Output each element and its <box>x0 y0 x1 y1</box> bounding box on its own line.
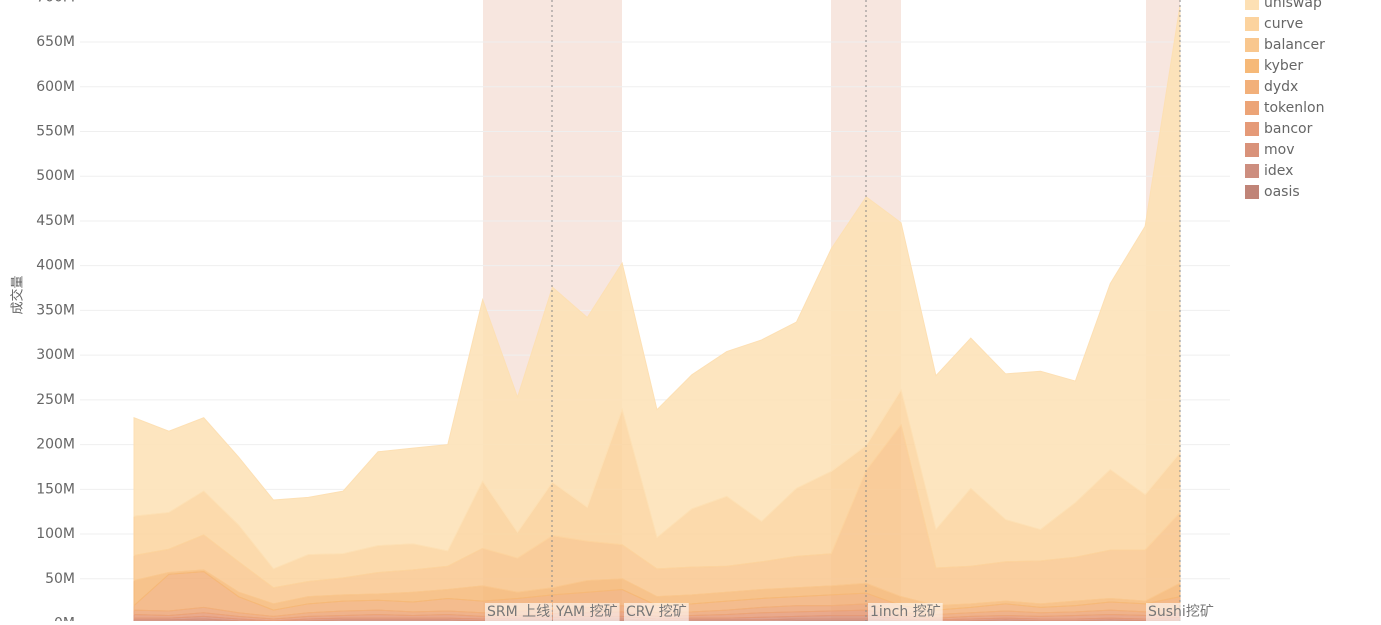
legend-swatch <box>1245 80 1259 94</box>
legend-swatch <box>1245 143 1259 157</box>
legend-label: oasis <box>1264 184 1300 200</box>
legend-swatch <box>1245 59 1259 73</box>
y-tick-label: 400M <box>36 258 75 274</box>
annotation: SRM 上线 <box>487 604 550 620</box>
annotation: CRV 挖矿 <box>626 604 687 620</box>
y-tick-label: 100M <box>36 526 75 542</box>
legend-swatch <box>1245 122 1259 136</box>
y-tick-label: 50M <box>45 571 75 587</box>
legend-swatch <box>1245 17 1259 31</box>
y-tick-label: 600M <box>36 79 75 95</box>
y-tick-label: 150M <box>36 481 75 497</box>
legend-swatch <box>1245 101 1259 115</box>
legend-label: mov <box>1264 142 1295 158</box>
y-tick-label: 250M <box>36 392 75 408</box>
legend-label: kyber <box>1264 58 1303 74</box>
y-tick-label: 300M <box>36 347 75 363</box>
y-tick-label: 550M <box>36 123 75 139</box>
annotation: Sushi挖矿 <box>1148 604 1214 620</box>
legend-swatch <box>1245 185 1259 199</box>
y-tick-label: 650M <box>36 34 75 50</box>
legend-label: curve <box>1264 16 1303 32</box>
legend-label: bancor <box>1264 121 1313 137</box>
y-tick-label: 700M <box>36 0 75 5</box>
y-tick-label: 350M <box>36 302 75 318</box>
legend-label: balancer <box>1264 37 1325 53</box>
legend-swatch <box>1245 164 1259 178</box>
y-axis-label: 成交量 <box>10 275 26 314</box>
y-tick-label: 500M <box>36 168 75 184</box>
y-tick-label: 450M <box>36 213 75 229</box>
legend-label: tokenlon <box>1264 100 1324 116</box>
annotation: YAM 挖矿 <box>555 604 618 620</box>
annotation: 1inch 挖矿 <box>870 604 941 620</box>
y-tick-label: 200M <box>36 437 75 453</box>
legend-label: uniswap <box>1264 0 1322 11</box>
y-tick-label: 0M <box>54 616 75 622</box>
legend-label: dydx <box>1264 79 1298 95</box>
legend-label: idex <box>1264 163 1293 179</box>
area <box>134 5 1180 569</box>
legend-swatch <box>1245 0 1259 10</box>
legend-swatch <box>1245 38 1259 52</box>
